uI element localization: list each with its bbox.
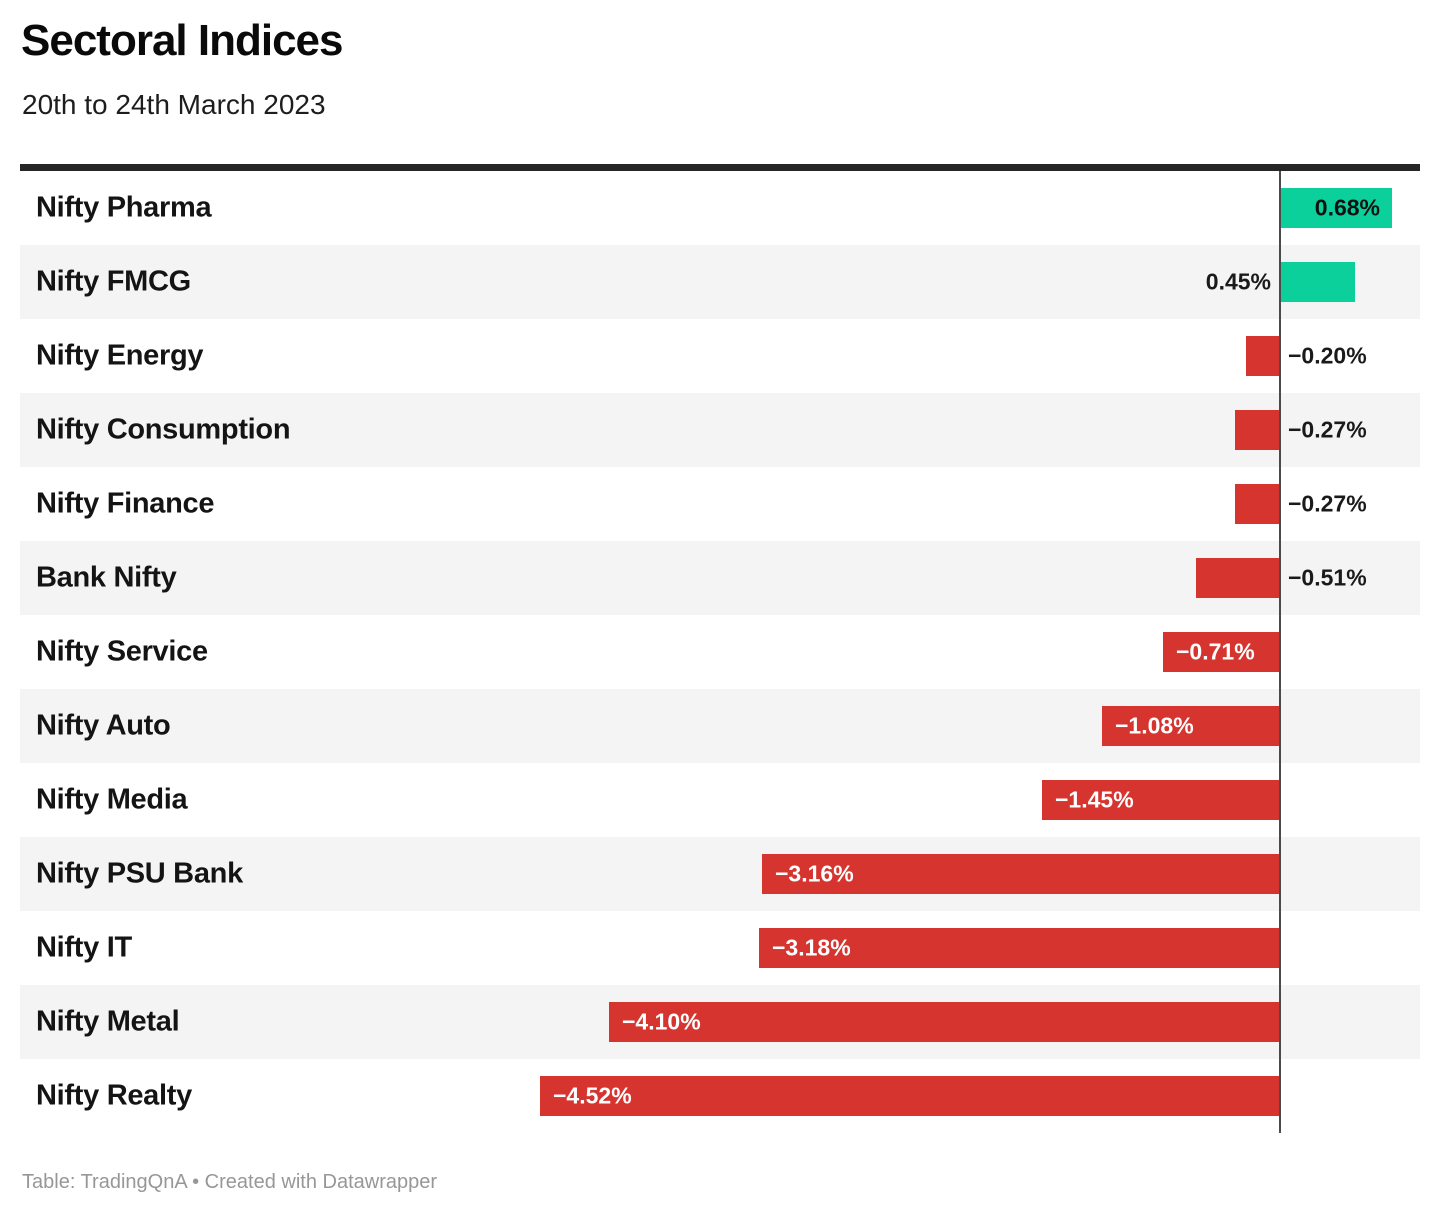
row-label: Nifty Auto bbox=[36, 709, 171, 742]
chart-row: Nifty Auto −1.08% bbox=[20, 689, 1420, 763]
value-label: −4.10% bbox=[622, 1008, 701, 1035]
zero-baseline bbox=[1279, 171, 1281, 1133]
bar bbox=[609, 1002, 1279, 1042]
value-label: −1.45% bbox=[1055, 786, 1134, 813]
chart-row: Nifty Realty −4.52% bbox=[20, 1059, 1420, 1133]
chart-row: Nifty Finance −0.27% bbox=[20, 467, 1420, 541]
value-label: −0.51% bbox=[1288, 564, 1367, 591]
chart-row: Nifty Metal −4.10% bbox=[20, 985, 1420, 1059]
row-label: Nifty Metal bbox=[36, 1005, 180, 1038]
row-label: Nifty Realty bbox=[36, 1079, 192, 1112]
bar bbox=[1042, 780, 1279, 820]
row-label: Nifty Pharma bbox=[36, 191, 212, 224]
bar-chart-rows: Nifty Pharma 0.68% Nifty FMCG 0.45% Nift… bbox=[20, 171, 1420, 1133]
chart-row: Nifty PSU Bank −3.16% bbox=[20, 837, 1420, 911]
value-label: −3.16% bbox=[775, 860, 854, 887]
bar bbox=[1196, 558, 1279, 598]
value-label: −0.27% bbox=[1288, 490, 1367, 517]
chart-row: Nifty Consumption −0.27% bbox=[20, 393, 1420, 467]
bar bbox=[759, 928, 1279, 968]
bar bbox=[1281, 262, 1355, 302]
bar bbox=[1102, 706, 1279, 746]
chart-row: Nifty Pharma 0.68% bbox=[20, 171, 1420, 245]
row-label: Nifty Media bbox=[36, 783, 188, 816]
row-label: Nifty PSU Bank bbox=[36, 857, 243, 890]
bar bbox=[1235, 484, 1279, 524]
attribution-footer: Table: TradingQnA • Created with Datawra… bbox=[22, 1171, 437, 1193]
chart-subtitle: 20th to 24th March 2023 bbox=[22, 89, 326, 120]
bar bbox=[762, 854, 1279, 894]
row-label: Nifty Consumption bbox=[36, 413, 291, 446]
row-label: Nifty Finance bbox=[36, 487, 215, 520]
chart-row: Nifty FMCG 0.45% bbox=[20, 245, 1420, 319]
value-label: −0.71% bbox=[1176, 638, 1255, 665]
bar bbox=[1163, 632, 1279, 672]
chart-title: Sectoral Indices bbox=[21, 16, 343, 65]
bar bbox=[1235, 410, 1279, 450]
header-rule bbox=[20, 164, 1420, 171]
bar bbox=[1281, 188, 1392, 228]
chart-row: Nifty Service −0.71% bbox=[20, 615, 1420, 689]
chart-row: Bank Nifty −0.51% bbox=[20, 541, 1420, 615]
chart-row: Nifty Energy −0.20% bbox=[20, 319, 1420, 393]
bar bbox=[540, 1076, 1279, 1116]
row-label: Nifty Energy bbox=[36, 339, 204, 372]
bar bbox=[1246, 336, 1279, 376]
value-label: −3.18% bbox=[772, 934, 851, 961]
value-label: −4.52% bbox=[553, 1082, 632, 1109]
chart-row: Nifty IT −3.18% bbox=[20, 911, 1420, 985]
value-label: −0.20% bbox=[1288, 342, 1367, 369]
value-label: −0.27% bbox=[1288, 416, 1367, 443]
value-label: −1.08% bbox=[1115, 712, 1194, 739]
value-label: 0.45% bbox=[1205, 268, 1271, 295]
value-label: 0.68% bbox=[1314, 194, 1380, 221]
row-label: Bank Nifty bbox=[36, 561, 177, 594]
row-label: Nifty Service bbox=[36, 635, 208, 668]
chart-row: Nifty Media −1.45% bbox=[20, 763, 1420, 837]
row-label: Nifty IT bbox=[36, 931, 132, 964]
row-label: Nifty FMCG bbox=[36, 265, 191, 298]
